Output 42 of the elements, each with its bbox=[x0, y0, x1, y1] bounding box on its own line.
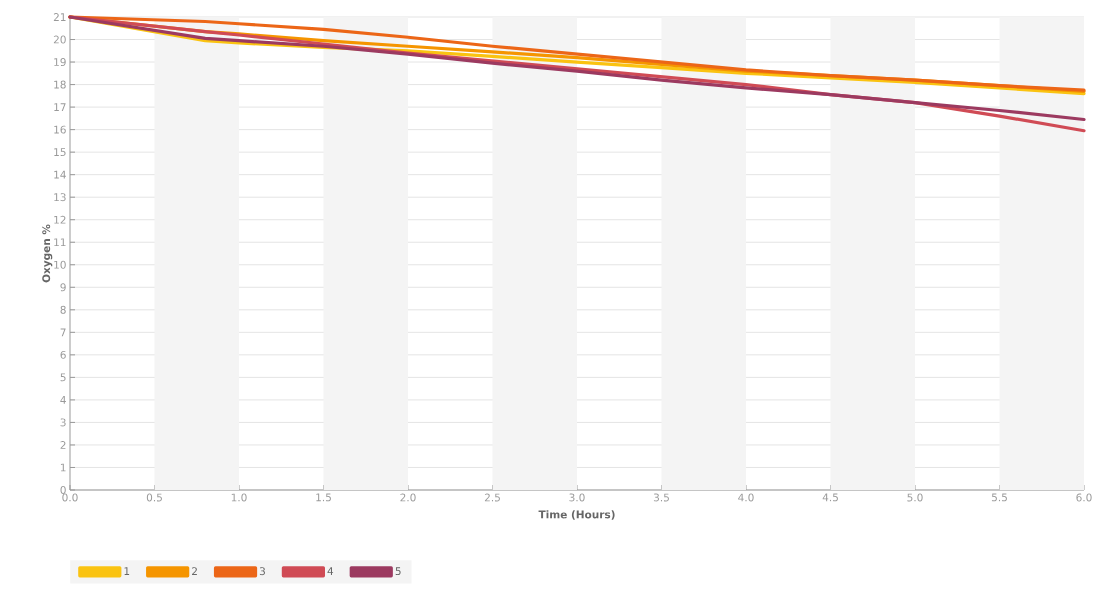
y-tick-label: 16 bbox=[54, 125, 66, 134]
y-tick-label: 14 bbox=[54, 170, 66, 179]
y-tick-label: 7 bbox=[60, 328, 66, 337]
y-tick-label: 4 bbox=[60, 396, 66, 404]
y-tick-label: 18 bbox=[54, 80, 66, 89]
y-tick-label: 20 bbox=[53, 35, 66, 44]
x-tick-label: 5.0 bbox=[907, 493, 923, 502]
y-tick-label: 15 bbox=[54, 148, 66, 157]
y-tick-label: 19 bbox=[54, 58, 66, 67]
x-tick-label: 1.0 bbox=[231, 493, 247, 502]
y-tick-label: 3 bbox=[60, 418, 66, 427]
y-tick-label: 2 bbox=[60, 441, 66, 449]
y-tick-label: 6 bbox=[60, 350, 66, 359]
y-tick-label: 17 bbox=[54, 103, 66, 111]
legend-label: 4 bbox=[327, 567, 334, 575]
y-tick-label: 21 bbox=[53, 13, 66, 21]
x-tick-label: 3.5 bbox=[653, 493, 669, 502]
x-tick-label: 0.5 bbox=[146, 493, 162, 502]
y-tick-label: 8 bbox=[60, 305, 66, 314]
y-axis-title: Oxygen % bbox=[42, 224, 53, 283]
y-tick-label: 13 bbox=[54, 193, 66, 202]
y-tick-label: 9 bbox=[60, 283, 66, 292]
x-tick-label: 2.5 bbox=[484, 493, 500, 502]
x-tick-label: 6.0 bbox=[1076, 493, 1092, 502]
x-tick-label: 1.5 bbox=[316, 493, 331, 502]
legend-label: 3 bbox=[259, 567, 265, 576]
x-tick-label: 5.5 bbox=[991, 493, 1007, 502]
x-tick-label: 0.0 bbox=[62, 493, 78, 502]
legend-label: 1 bbox=[124, 567, 130, 575]
y-tick-label: 0 bbox=[60, 486, 66, 494]
y-tick-label: 1 bbox=[60, 463, 66, 472]
y-tick-label: 5 bbox=[60, 373, 66, 382]
x-axis-title: Time (Hours) bbox=[538, 510, 615, 520]
y-tick-label: 11 bbox=[54, 238, 66, 247]
x-tick-label: 3.0 bbox=[569, 493, 585, 502]
legend-label: 2 bbox=[192, 567, 197, 575]
legend-label: 5 bbox=[395, 567, 401, 576]
y-tick-label: 12 bbox=[54, 215, 66, 224]
x-tick-label: 4.0 bbox=[738, 493, 754, 502]
x-tick-label: 4.5 bbox=[822, 493, 838, 502]
x-tick-label: 2.0 bbox=[400, 493, 416, 502]
y-tick-label: 10 bbox=[54, 260, 66, 269]
